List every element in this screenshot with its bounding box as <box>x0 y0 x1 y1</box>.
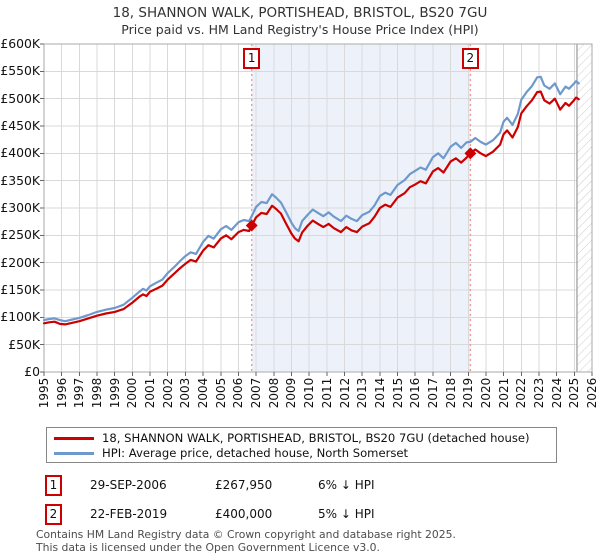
x-tick-label: 2009 <box>284 377 299 409</box>
price-history-plot: £0 £50K £100K £150K £200K £250K £300K £350K £400… <box>0 36 599 409</box>
x-tick-label: 2024 <box>549 377 564 409</box>
y-tick-label: £550K <box>0 63 40 79</box>
sale-2-price: £400,000 <box>215 507 273 521</box>
x-tick-label: 2006 <box>231 377 246 409</box>
y-tick-label: £100K <box>0 309 40 325</box>
y-tick-label: £350K <box>0 172 40 188</box>
x-tick-label: 1996 <box>54 377 69 409</box>
x-tick-label: 2002 <box>160 377 175 409</box>
x-tick-label: 2020 <box>478 377 493 409</box>
sale-1-flag: 1 <box>243 48 261 69</box>
x-tick-label: 2008 <box>266 377 281 409</box>
x-tick-label: 2019 <box>461 377 476 409</box>
sale-1-date: 29-SEP-2006 <box>90 478 167 492</box>
axis-ticks <box>40 43 593 376</box>
x-tick-label: 2018 <box>443 377 458 409</box>
y-tick-label: £150K <box>0 282 40 297</box>
x-tick-label: 2007 <box>249 377 264 409</box>
sale-2-flag: 2 <box>461 48 479 69</box>
y-tick-label: £300K <box>0 200 40 215</box>
data-series-lines <box>42 75 580 326</box>
x-tick-label: 2012 <box>337 377 352 409</box>
x-tick-label: 2003 <box>178 377 193 409</box>
x-tick-label: 1998 <box>90 377 105 409</box>
y-tick-label: £200K <box>0 254 40 270</box>
chart-canvas <box>40 43 593 376</box>
x-tick-label: 2010 <box>302 377 317 409</box>
x-tick-label: 2016 <box>408 377 423 409</box>
x-tick-label: 1997 <box>72 377 87 409</box>
sale-1-price: £267,950 <box>215 478 273 492</box>
sale-2-date: 22-FEB-2019 <box>90 507 168 521</box>
y-tick-label: £400K <box>0 145 40 161</box>
sale-row-1: 1 29-SEP-2006 £267,950 6% ↓ HPI <box>0 475 600 497</box>
legend-label-property: 18, SHANNON WALK, PORTISHEAD, BRISTOL, B… <box>102 431 530 445</box>
x-tick-label: 2004 <box>196 377 211 409</box>
future-hatched-region <box>576 44 592 372</box>
footer-copyright: Contains HM Land Registry data © Crown c… <box>36 528 456 541</box>
x-tick-label: 2014 <box>372 377 387 409</box>
y-tick-label: £0 <box>24 364 40 379</box>
sale-row-2: 2 22-FEB-2019 £400,000 5% ↓ HPI <box>0 504 600 526</box>
sale-2-number-box: 2 <box>45 504 62 525</box>
sale-2-hpi-delta: 5% ↓ HPI <box>318 507 375 521</box>
blue-line-swatch <box>54 452 94 455</box>
x-tick-label: 2005 <box>213 377 228 409</box>
legend-label-hpi: HPI: Average price, detached house, Nort… <box>102 446 409 460</box>
x-tick-label: 2000 <box>125 377 140 409</box>
legend-box: 18, SHANNON WALK, PORTISHEAD, BRISTOL, B… <box>46 427 557 463</box>
x-tick-label: 2013 <box>355 377 370 409</box>
sale-1-number-box: 1 <box>45 475 62 496</box>
x-tick-label: 2017 <box>425 377 440 409</box>
y-tick-label: £450K <box>0 118 40 133</box>
red-line-swatch <box>54 437 94 440</box>
footer-licence: This data is licensed under the Open Gov… <box>36 541 380 554</box>
y-tick-label: £250K <box>0 227 40 243</box>
x-tick-label: 2015 <box>390 377 405 409</box>
y-tick-label: £600K <box>0 36 40 51</box>
x-tick-label: 2001 <box>143 377 158 409</box>
y-tick-label: £50K <box>8 336 40 352</box>
legend-row-property: 18, SHANNON WALK, PORTISHEAD, BRISTOL, B… <box>47 428 556 445</box>
legend-row-hpi: HPI: Average price, detached house, Nort… <box>47 445 556 462</box>
x-tick-label: 2011 <box>319 377 334 409</box>
page-title: 18, SHANNON WALK, PORTISHEAD, BRISTOL, B… <box>112 5 488 21</box>
x-tick-label: 2026 <box>585 377 599 409</box>
x-tick-label: 2025 <box>567 377 582 409</box>
x-tick-label: 2021 <box>496 377 511 409</box>
x-tick-label: 2023 <box>531 377 546 409</box>
x-tick-label: 1999 <box>107 377 122 409</box>
x-tick-label: 2022 <box>514 377 529 409</box>
sale-1-hpi-delta: 6% ↓ HPI <box>318 478 375 492</box>
y-tick-label: £500K <box>0 90 40 106</box>
page-subtitle: Price paid vs. HM Land Registry's House … <box>121 22 479 37</box>
x-tick-label: 1995 <box>37 377 51 409</box>
